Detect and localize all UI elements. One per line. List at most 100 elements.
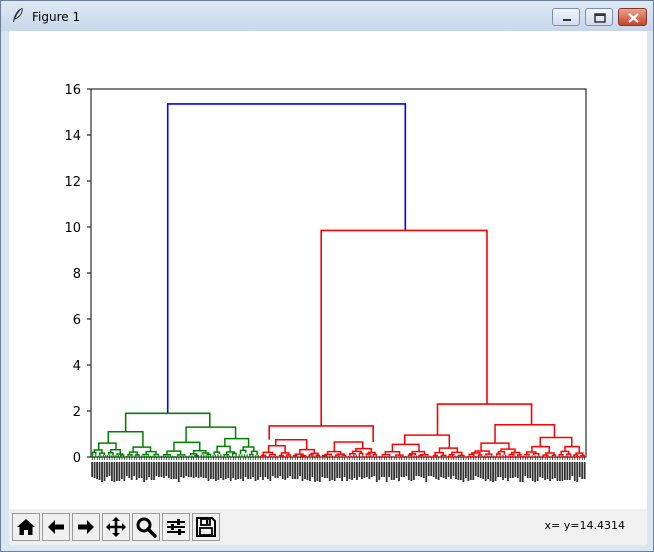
x-tick-label	[301, 462, 304, 481]
y-tick-label: 10	[64, 221, 81, 236]
x-tick-label	[432, 462, 435, 477]
dendrogram-link	[213, 451, 221, 455]
x-tick-label	[499, 462, 502, 477]
title-bar[interactable]: Figure 1	[1, 1, 653, 31]
dendrogram-link	[153, 453, 160, 456]
maximize-button[interactable]	[585, 8, 613, 26]
x-tick-label	[403, 462, 405, 477]
x-tick-label	[299, 462, 301, 476]
x-tick-label	[568, 462, 571, 480]
x-tick-label	[98, 462, 101, 480]
minimize-icon	[563, 19, 571, 21]
x-tick-label	[140, 462, 143, 478]
dendrogram-link	[524, 453, 530, 456]
x-tick-label	[321, 462, 324, 477]
x-tick-label	[509, 462, 512, 478]
x-tick-label	[244, 462, 247, 477]
x-tick-label	[559, 462, 561, 481]
dendrogram-link	[285, 454, 291, 457]
x-tick-label	[516, 462, 519, 478]
dendrogram-link	[434, 451, 444, 456]
x-tick-label	[388, 462, 391, 477]
dendrogram-link	[326, 450, 342, 455]
x-tick-label	[442, 462, 445, 478]
x-tick-label	[578, 462, 581, 477]
x-tick-label	[514, 462, 517, 477]
x-tick-label	[318, 462, 321, 482]
dendrogram-link	[249, 453, 254, 456]
dendrogram-link	[91, 451, 97, 455]
x-tick-label	[398, 462, 400, 481]
x-tick-label	[331, 462, 334, 480]
home-button[interactable]	[12, 513, 40, 541]
x-tick-label	[447, 462, 450, 477]
dendrogram-link	[542, 454, 549, 457]
dendrogram-link	[142, 453, 150, 456]
dendrogram-link	[107, 451, 114, 456]
x-tick-label	[445, 462, 447, 479]
dendrogram-link	[391, 443, 420, 452]
dendrogram-link	[551, 454, 557, 457]
dendrogram-link	[299, 448, 316, 455]
pan-button[interactable]	[102, 513, 130, 541]
x-tick-label	[405, 462, 408, 476]
x-tick-label	[563, 462, 566, 480]
dendrogram-link	[315, 454, 321, 457]
magnifier-icon	[136, 517, 157, 538]
x-tick-label	[113, 462, 116, 482]
dendrogram-link	[162, 454, 171, 456]
x-tick-label	[412, 462, 415, 480]
x-tick-label	[264, 462, 267, 477]
x-tick-label	[227, 462, 230, 478]
x-tick-label	[108, 462, 111, 476]
x-tick-label	[417, 462, 420, 476]
x-tick-label	[440, 462, 443, 477]
dendrogram-link	[341, 454, 347, 457]
dendrogram-link	[485, 453, 493, 456]
x-tick-label	[252, 462, 254, 477]
close-icon	[628, 13, 639, 23]
x-tick-label	[135, 462, 138, 480]
y-tick-label: 2	[73, 405, 81, 420]
x-tick-label	[358, 462, 361, 477]
subplots-button[interactable]	[162, 513, 190, 541]
close-button[interactable]	[618, 8, 647, 26]
back-button[interactable]	[42, 513, 70, 541]
dendrogram-link	[206, 453, 212, 456]
x-tick-label	[279, 462, 282, 476]
dendrogram-link	[322, 454, 328, 457]
dendrogram-link	[239, 449, 247, 455]
x-tick-label	[145, 462, 148, 480]
x-tick-label	[346, 462, 348, 481]
x-tick-label	[348, 462, 351, 479]
forward-button[interactable]	[72, 513, 100, 541]
dendrogram-link	[260, 454, 267, 457]
x-tick-label	[353, 462, 356, 478]
x-tick-label	[210, 462, 212, 479]
x-tick-label	[566, 462, 569, 480]
x-tick-label	[420, 462, 423, 477]
x-tick-label	[237, 462, 240, 479]
save-button[interactable]	[192, 513, 220, 541]
dendrogram-link	[268, 425, 374, 443]
minimize-button[interactable]	[552, 8, 580, 26]
home-icon	[17, 519, 35, 535]
dendrogram-link	[500, 448, 516, 453]
x-tick-label	[158, 462, 160, 477]
x-tick-label	[415, 462, 418, 476]
dendrogram-link	[250, 450, 258, 456]
x-tick-label	[477, 462, 480, 477]
dendrogram-link	[231, 452, 237, 456]
x-tick-label	[526, 462, 529, 478]
x-tick-label	[128, 462, 131, 478]
dendrogram-chart[interactable]: 0 2 4 6 8 10 12 14 16	[9, 31, 647, 509]
x-tick-label	[492, 462, 494, 482]
zoom-button[interactable]	[132, 513, 160, 541]
x-tick-label	[254, 462, 257, 481]
y-tick-label: 8	[73, 267, 81, 282]
dendrogram-link	[320, 229, 488, 426]
x-tick-label	[507, 462, 509, 481]
x-tick-label	[247, 462, 249, 479]
x-tick-label	[177, 462, 180, 482]
